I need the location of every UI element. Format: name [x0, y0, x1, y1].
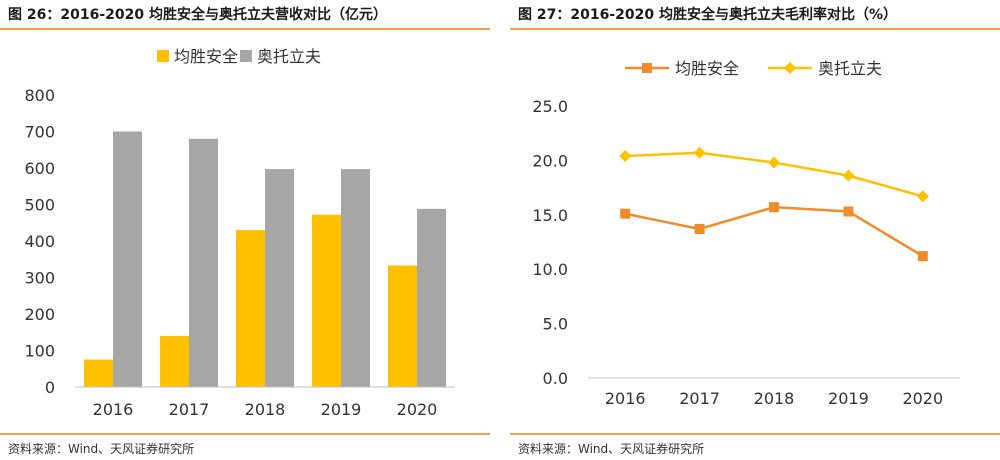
y-tick-label: 800: [24, 86, 55, 105]
x-tick-label: 2018: [754, 389, 795, 408]
y-tick-label: 500: [24, 196, 55, 215]
title-divider: [510, 28, 1000, 30]
bar-junsheng-2020: [388, 265, 417, 387]
bar-autoliv-2017: [189, 138, 218, 387]
y-tick-label: 300: [24, 269, 55, 288]
legend-swatch: [240, 50, 252, 62]
legend-swatch: [157, 50, 169, 62]
title-divider: [0, 28, 490, 30]
x-tick-label: 2017: [169, 400, 210, 419]
source-divider: [510, 433, 1000, 435]
x-tick-label: 2018: [245, 400, 286, 419]
legend-label: 均胜安全: [675, 59, 739, 78]
revenue-bar-chart: 0 100 200 300 400 500 600 700 800 2016 2017 2018 201…: [24, 47, 455, 419]
y-tick-label: 100: [24, 342, 55, 361]
legend-marker: [784, 62, 796, 74]
point-junsheng-2018: [769, 202, 779, 213]
bar-autoliv-2018: [265, 169, 294, 387]
series-line-junsheng: [624, 205, 924, 258]
x-tick-label: 2016: [605, 389, 646, 408]
x-tick-label: 2019: [321, 400, 362, 419]
x-tick-label: 2020: [902, 389, 943, 408]
legend-marker: [642, 63, 652, 73]
point-autoliv-2016: [619, 150, 632, 163]
y-tick-label: 10.0: [532, 260, 568, 279]
bar-autoliv-2019: [341, 169, 370, 387]
legend-label: 均胜安全: [174, 47, 238, 66]
y-tick-label: 5.0: [543, 315, 568, 334]
x-tick-label: 2020: [397, 400, 438, 419]
legend-label: 奥托立夫: [818, 59, 882, 78]
bar-autoliv-2020: [417, 208, 446, 387]
margin-line-chart: 0.0 5.0 10.0 15.0 20.0 25.0 2016 2017 2018 2019 20…: [532, 59, 960, 408]
bar-junsheng-2019: [312, 214, 341, 387]
legend-label: 奥托立夫: [257, 47, 321, 66]
bar-junsheng-2017: [160, 335, 189, 387]
y-tick-label: 25.0: [532, 97, 568, 116]
point-autoliv-2020: [916, 190, 929, 203]
y-tick-label: 15.0: [532, 206, 568, 225]
y-tick-label: 600: [24, 159, 55, 178]
source-note: 资料来源：Wind、天风证券研究所: [8, 442, 195, 456]
x-tick-label: 2017: [679, 389, 720, 408]
point-junsheng-2019: [843, 206, 854, 217]
x-tick-label: 2016: [93, 400, 134, 419]
chart-title: 图 26：2016-2020 均胜安全与奥托立夫营收对比（亿元）: [8, 7, 387, 23]
margin-chart-panel: 图 27：2016-2020 均胜安全与奥托立夫毛利率对比（%） 0.0 5.0 1…: [510, 0, 1000, 460]
point-autoliv-2017: [693, 146, 706, 159]
bar-junsheng-2016: [84, 359, 113, 387]
revenue-chart-panel: 图 26：2016-2020 均胜安全与奥托立夫营收对比（亿元） 0 100 200…: [0, 0, 490, 460]
y-tick-label: 0.0: [543, 369, 568, 388]
y-tick-label: 20.0: [532, 151, 568, 170]
bar-autoliv-2016: [113, 131, 142, 387]
point-junsheng-2020: [917, 251, 928, 262]
point-junsheng-2017: [694, 223, 705, 234]
y-tick-label: 0: [45, 378, 55, 397]
bar-junsheng-2018: [236, 230, 265, 387]
point-autoliv-2019: [842, 169, 855, 182]
y-tick-label: 200: [24, 305, 55, 324]
point-junsheng-2016: [620, 208, 631, 219]
y-tick-label: 400: [24, 232, 55, 251]
source-divider: [0, 433, 490, 435]
y-tick-label: 700: [24, 123, 55, 142]
chart-title: 图 27：2016-2020 均胜安全与奥托立夫毛利率对比（%）: [518, 7, 897, 23]
x-tick-label: 2019: [828, 389, 869, 408]
source-note: 资料来源：Wind、天风证券研究所: [518, 442, 705, 456]
point-autoliv-2018: [768, 156, 780, 169]
